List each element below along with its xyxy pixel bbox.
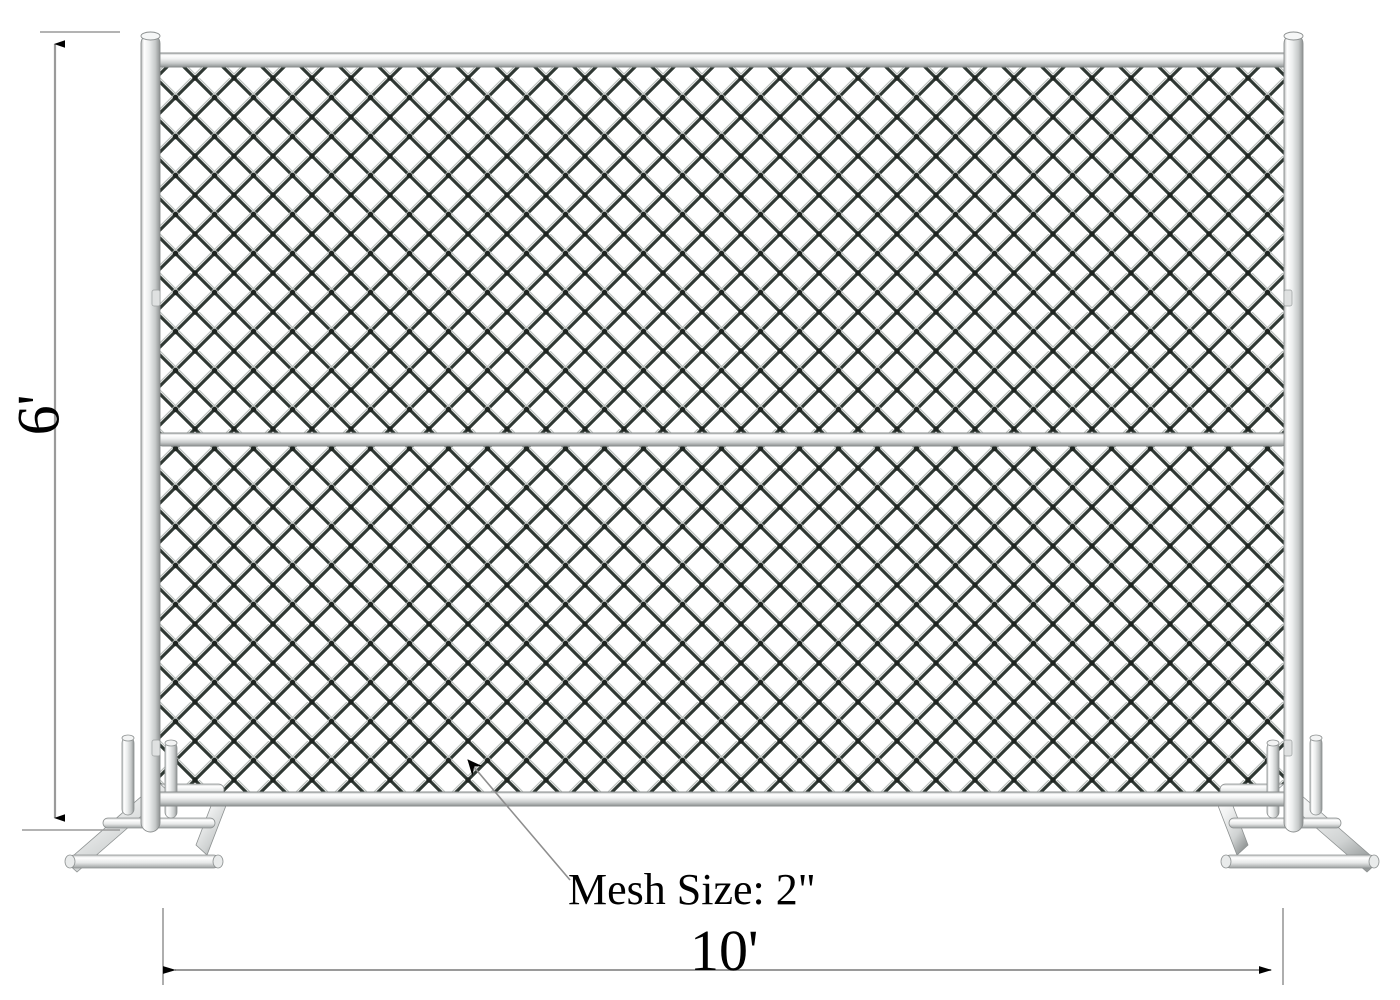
frame-top-rail bbox=[149, 52, 1295, 68]
frame-bottom-rail bbox=[149, 791, 1295, 807]
width-dimension-label: 10' bbox=[690, 918, 759, 983]
mesh-size-leader bbox=[467, 759, 571, 881]
height-dimension-label: 6' bbox=[5, 394, 72, 436]
frame-post-right bbox=[1283, 31, 1304, 833]
frame-post-left bbox=[140, 31, 161, 833]
chain-link-mesh bbox=[160, 60, 1284, 802]
frame-middle-rail bbox=[155, 432, 1289, 447]
height-dimension bbox=[22, 31, 120, 831]
mesh-size-label: Mesh Size: 2" bbox=[568, 865, 816, 914]
width-dimension bbox=[162, 908, 1284, 985]
